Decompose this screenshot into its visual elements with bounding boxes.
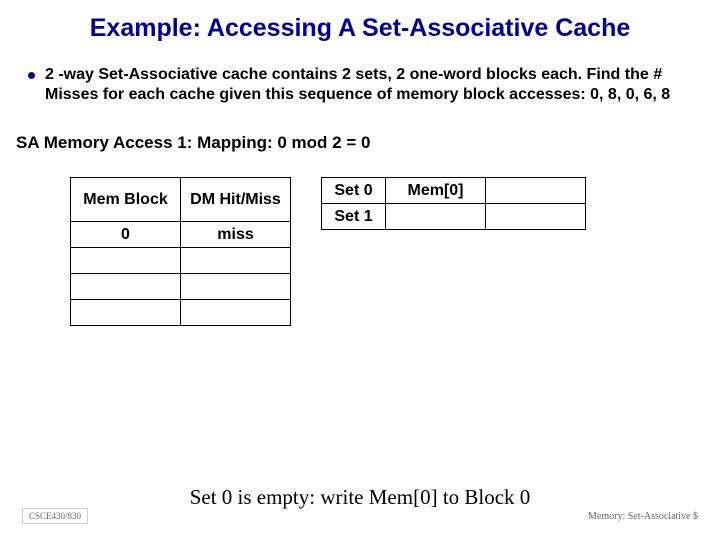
bullet-dot-icon	[28, 72, 35, 79]
subheading: SA Memory Access 1: Mapping: 0 mod 2 = 0	[16, 133, 692, 153]
caption: Set 0 is empty: write Mem[0] to Block 0	[0, 485, 720, 510]
table-row: 0 miss	[71, 222, 291, 248]
cell: 0	[71, 222, 181, 248]
slide-title: Example: Accessing A Set-Associative Cac…	[28, 14, 692, 43]
table-row: Mem Block DM Hit/Miss	[71, 178, 291, 222]
col-header: DM Hit/Miss	[181, 178, 291, 222]
table-row	[71, 274, 291, 300]
bullet-text: 2 -way Set-Associative cache contains 2 …	[45, 65, 692, 105]
cell	[71, 274, 181, 300]
cell	[486, 178, 586, 204]
cell	[181, 274, 291, 300]
cell	[181, 248, 291, 274]
table-row	[71, 248, 291, 274]
col-header: Mem Block	[71, 178, 181, 222]
table-row: Set 0 Mem[0]	[322, 178, 586, 204]
table-row: Set 1	[322, 204, 586, 230]
cell	[71, 300, 181, 326]
cell	[181, 300, 291, 326]
cell	[386, 204, 486, 230]
table-row	[71, 300, 291, 326]
cell	[486, 204, 586, 230]
cell: Mem[0]	[386, 178, 486, 204]
cell: miss	[181, 222, 291, 248]
set-label: Set 1	[322, 204, 386, 230]
slide: Example: Accessing A Set-Associative Cac…	[0, 0, 720, 540]
footer-right: Memory: Set-Associative $	[588, 511, 698, 522]
tables-row: Mem Block DM Hit/Miss 0 miss Set	[70, 177, 692, 326]
set-label: Set 0	[322, 178, 386, 204]
footer-left: CSCE430/830	[22, 508, 88, 524]
access-table: Mem Block DM Hit/Miss 0 miss	[70, 177, 291, 326]
cache-table: Set 0 Mem[0] Set 1	[321, 177, 586, 230]
cell	[71, 248, 181, 274]
bullet-item: 2 -way Set-Associative cache contains 2 …	[28, 65, 692, 105]
